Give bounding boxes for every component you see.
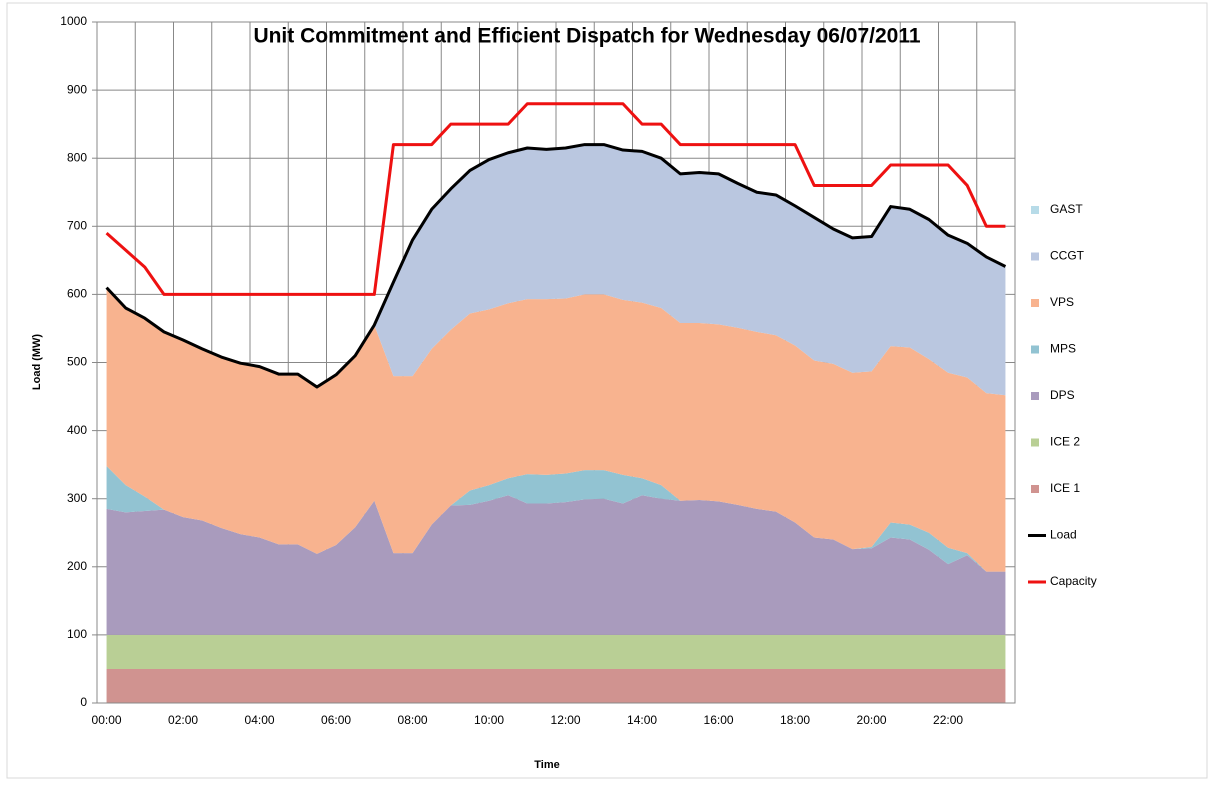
- x-tick-label: 04:00: [245, 713, 275, 727]
- x-axis-label: Time: [534, 759, 559, 771]
- legend-swatch: [1031, 485, 1039, 493]
- line: [105, 102, 1006, 296]
- area: [106, 495, 1006, 635]
- y-tick-label: 200: [67, 559, 87, 573]
- areas: [106, 144, 1006, 703]
- x-tick-label: 22:00: [933, 713, 963, 727]
- legend-swatch: [1031, 252, 1039, 261]
- y-tick-label: 400: [67, 423, 87, 437]
- legend-label: ICE 2: [1050, 435, 1080, 449]
- y-axis-label: Load (MW): [31, 334, 43, 391]
- legend-swatch: [1031, 206, 1039, 214]
- area: [106, 287, 1006, 572]
- y-tick-label: 600: [67, 287, 87, 301]
- legend-swatch: [1031, 392, 1039, 400]
- legend-swatch: [1031, 438, 1039, 447]
- legend-swatch: [1031, 345, 1039, 354]
- y-tick-label: 1000: [60, 14, 87, 28]
- y-tick-label: 100: [67, 627, 87, 641]
- area: [106, 668, 1006, 703]
- x-tick-label: 06:00: [321, 713, 351, 727]
- legend-label: Capacity: [1050, 574, 1097, 588]
- x-tick-label: 02:00: [168, 713, 198, 727]
- x-tick-label: 12:00: [551, 713, 581, 727]
- x-tick-label: 16:00: [704, 713, 734, 727]
- lines: [105, 102, 1007, 389]
- y-tick-label: 700: [67, 218, 87, 232]
- axis: 0 100 200 300 400 500 600 700 800 900 1000 00:00 02:…: [60, 14, 963, 727]
- legend-label: Load: [1050, 528, 1077, 542]
- legend-swatch: [1031, 299, 1039, 307]
- legend: GAST CCGT VPS MPS DPS ICE 2 ICE 1 Load Capacity: [1028, 202, 1097, 588]
- x-tick-label: 14:00: [627, 713, 657, 727]
- x-tick-label: 08:00: [398, 713, 428, 727]
- x-tick-label: 18:00: [780, 713, 810, 727]
- legend-label: GAST: [1050, 202, 1083, 216]
- legend-label: ICE 1: [1050, 481, 1080, 495]
- y-tick-label: 800: [67, 150, 87, 164]
- legend-label: VPS: [1050, 295, 1074, 309]
- x-tick-label: 00:00: [92, 713, 122, 727]
- area: [106, 634, 1006, 669]
- x-tick-label: 20:00: [857, 713, 887, 727]
- chart-title: Unit Commitment and Efficient Dispatch f…: [253, 25, 920, 48]
- y-tick-label: 300: [67, 491, 87, 505]
- x-tick-label: 10:00: [474, 713, 504, 727]
- y-tick-label: 0: [80, 695, 87, 709]
- y-tick-label: 500: [67, 355, 87, 369]
- area: [106, 144, 1006, 396]
- line: [105, 143, 1007, 389]
- legend-label: DPS: [1050, 388, 1075, 402]
- y-tick-label: 900: [67, 82, 87, 96]
- legend-label: CCGT: [1050, 249, 1085, 263]
- legend-label: MPS: [1050, 342, 1076, 356]
- area: [106, 466, 1006, 572]
